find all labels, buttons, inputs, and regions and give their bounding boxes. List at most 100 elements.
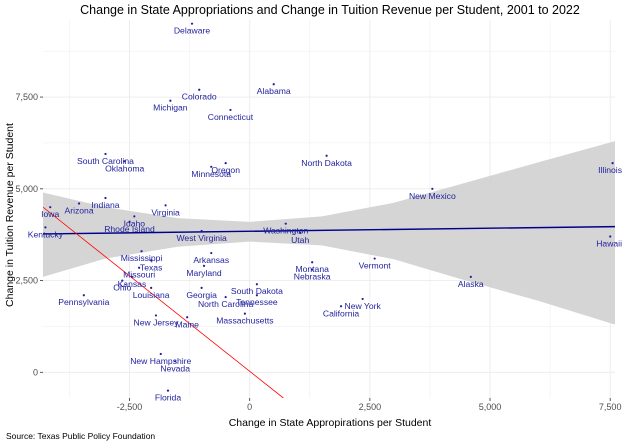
point-label-north-carolina: North Carolina — [198, 299, 254, 309]
point-kansas — [130, 275, 134, 278]
point-labels-layer: Delaware Colorado Alabama Michigan Connectic… — [28, 26, 622, 403]
point-colorado — [198, 88, 201, 91]
point-label-south-dakota: South Dakota — [231, 286, 283, 296]
point-label-nebraska: Nebraska — [294, 272, 331, 282]
y-tick-label: 7,500 — [15, 92, 38, 102]
point-label-arkansas: Arkansas — [193, 255, 229, 265]
point-alaska — [469, 275, 472, 278]
point-label-west-virginia: West Virginia — [176, 233, 227, 243]
point-label-tennessee: Tennessee — [236, 297, 278, 307]
point-label-new-york: New York — [344, 301, 381, 311]
point-california — [339, 305, 343, 308]
point-label-oregon: Oregon — [211, 165, 240, 175]
point-oklahoma — [123, 160, 126, 163]
point-georgia — [200, 286, 203, 290]
point-label-virginia: Virginia — [151, 207, 180, 217]
point-massachusetts — [243, 312, 246, 315]
x-tick-label: 0 — [247, 402, 252, 412]
point-label-california: California — [323, 308, 360, 318]
point-north-dakota — [325, 154, 328, 157]
point-label-washington: Washington — [263, 226, 308, 236]
y-axis-title: Change in Tuition Revenue per Student — [4, 123, 16, 307]
point-label-alabama: Alabama — [257, 86, 291, 96]
point-new-hampshire — [159, 352, 162, 356]
point-label-idaho: Idaho — [124, 218, 146, 228]
point-label-pennsylvania: Pennsylvania — [58, 297, 109, 307]
point-label-nevada: Nevada — [160, 363, 190, 373]
point-minnesota — [210, 165, 213, 168]
point-illinois — [611, 162, 614, 165]
point-missouri — [138, 266, 141, 269]
source-note: Source: Texas Public Policy Foundation — [6, 431, 155, 441]
point-arizona — [77, 202, 81, 205]
x-tick-label: 2,500 — [359, 402, 382, 412]
point-utah — [299, 231, 302, 234]
point-new-york — [361, 297, 364, 301]
point-label-connecticut: Connecticut — [208, 112, 254, 122]
point-indiana — [104, 196, 107, 200]
confidence-band — [43, 141, 615, 325]
x-axis-ticks: -2,500 0 2,500 5,000 7,500 — [117, 398, 622, 412]
point-label-south-carolina: South Carolina — [77, 156, 134, 166]
point-delaware — [190, 22, 194, 25]
point-label-north-dakota: North Dakota — [301, 158, 352, 168]
point-vermont — [373, 257, 376, 260]
reference-line-layer — [43, 206, 284, 398]
point-louisiana — [150, 286, 153, 290]
point-new-jersey — [154, 314, 158, 317]
point-tennessee — [255, 294, 258, 297]
point-label-mississippi: Mississippi — [121, 253, 163, 263]
point-texas — [150, 259, 153, 262]
point-oregon — [224, 162, 227, 165]
point-label-colorado: Colorado — [182, 92, 217, 102]
y-tick-label: 2,500 — [15, 276, 38, 286]
point-south-carolina — [104, 152, 107, 156]
point-label-georgia: Georgia — [186, 290, 217, 300]
x-tick-label: 5,000 — [479, 402, 502, 412]
x-tick-label: -2,500 — [117, 402, 143, 412]
point-label-new-mexico: New Mexico — [409, 191, 456, 201]
point-ohio — [121, 279, 124, 282]
point-kentucky — [44, 226, 47, 229]
point-label-texas: Texas — [140, 262, 162, 272]
point-label-alaska: Alaska — [458, 279, 484, 289]
point-arkansas — [210, 251, 213, 255]
point-rhode-island — [128, 220, 131, 223]
point-label-missouri: Missouri — [123, 270, 155, 280]
point-montana — [311, 261, 314, 264]
point-label-indiana: Indiana — [91, 200, 119, 210]
y-tick-label: 0 — [33, 367, 38, 377]
y-tick-label: 5,000 — [15, 184, 38, 194]
y-axis-ticks: 0 2,500 5,000 7,500 — [15, 92, 43, 377]
point-pennsylvania — [82, 294, 85, 297]
point-label-hawaii: Hawaii — [596, 239, 622, 249]
point-label-arizona: Arizona — [64, 205, 93, 215]
reference-line — [43, 206, 284, 398]
regression-fit-line — [42, 225, 616, 235]
point-connecticut — [229, 108, 232, 112]
x-tick-label: 7,500 — [599, 402, 622, 412]
points-layer — [44, 22, 614, 392]
point-label-montana: Montana — [295, 264, 329, 274]
point-label-florida: Florida — [155, 393, 181, 403]
point-washington — [284, 222, 287, 225]
point-label-massachusetts: Massachusetts — [216, 316, 273, 326]
point-south-dakota — [255, 283, 258, 286]
confidence-band-layer — [43, 141, 615, 325]
chart-title: Change in State Appropriations and Chang… — [80, 3, 580, 17]
point-maine — [186, 316, 189, 319]
point-idaho — [133, 215, 136, 218]
point-label-utah: Utah — [291, 235, 309, 245]
point-label-new-jersey: New Jersey — [134, 317, 180, 327]
point-virginia — [164, 204, 167, 207]
point-maryland — [202, 264, 206, 267]
point-florida — [166, 389, 170, 392]
point-alabama — [272, 83, 275, 86]
point-label-new-hampshire: New Hampshire — [130, 356, 191, 366]
point-label-illinois: Illinois — [598, 165, 622, 175]
point-label-maryland: Maryland — [186, 268, 222, 278]
point-nevada — [174, 360, 177, 363]
point-label-kentucky: Kentucky — [28, 229, 64, 239]
point-mississippi — [140, 250, 143, 253]
